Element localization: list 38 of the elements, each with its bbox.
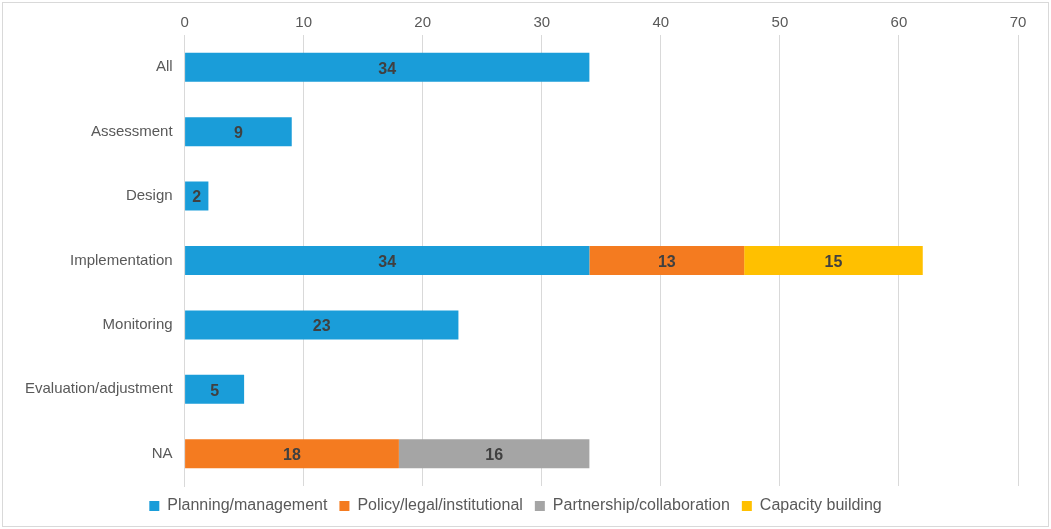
y-tick-label: All — [155, 57, 173, 75]
data-label: 5 — [210, 381, 220, 399]
y-tick-label: Evaluation/adjustment — [25, 379, 174, 397]
x-tick-label: 70 — [1009, 13, 1027, 31]
y-tick-label: Implementation — [70, 250, 173, 268]
data-label: 34 — [378, 252, 397, 270]
y-tick-label: Design — [125, 186, 173, 204]
data-label: 9 — [233, 124, 243, 142]
data-label: 13 — [657, 252, 676, 270]
x-tick-label: 0 — [180, 13, 189, 31]
legend-label: Planning/management — [167, 496, 328, 514]
y-tick-label: NA — [151, 443, 173, 461]
bar — [185, 310, 459, 340]
data-label: 18 — [283, 446, 301, 464]
bar — [185, 246, 590, 275]
data-label: 2 — [192, 188, 202, 206]
legend-label: Policy/legal/institutional — [357, 496, 523, 514]
bar — [744, 246, 923, 275]
bar — [185, 374, 245, 404]
y-tick-label: Assessment — [90, 121, 174, 139]
data-label: 15 — [824, 252, 843, 270]
data-label: 16 — [485, 446, 504, 464]
x-tick-label: 30 — [533, 13, 551, 31]
bar — [398, 439, 590, 469]
bar — [589, 246, 745, 275]
x-tick-label: 60 — [890, 13, 908, 31]
x-tick-label: 40 — [652, 13, 670, 31]
bar — [185, 52, 590, 82]
x-tick-label: 50 — [771, 13, 789, 31]
data-label: 23 — [312, 317, 331, 335]
bar — [185, 439, 399, 469]
bar — [185, 117, 292, 147]
legend-label: Capacity building — [759, 496, 882, 514]
data-label: 34 — [378, 59, 397, 77]
y-tick-label: Monitoring — [102, 315, 173, 333]
x-tick-label: 10 — [295, 13, 312, 31]
legend-label: Partnership/collaboration — [552, 496, 730, 514]
x-tick-label: 20 — [414, 13, 432, 31]
